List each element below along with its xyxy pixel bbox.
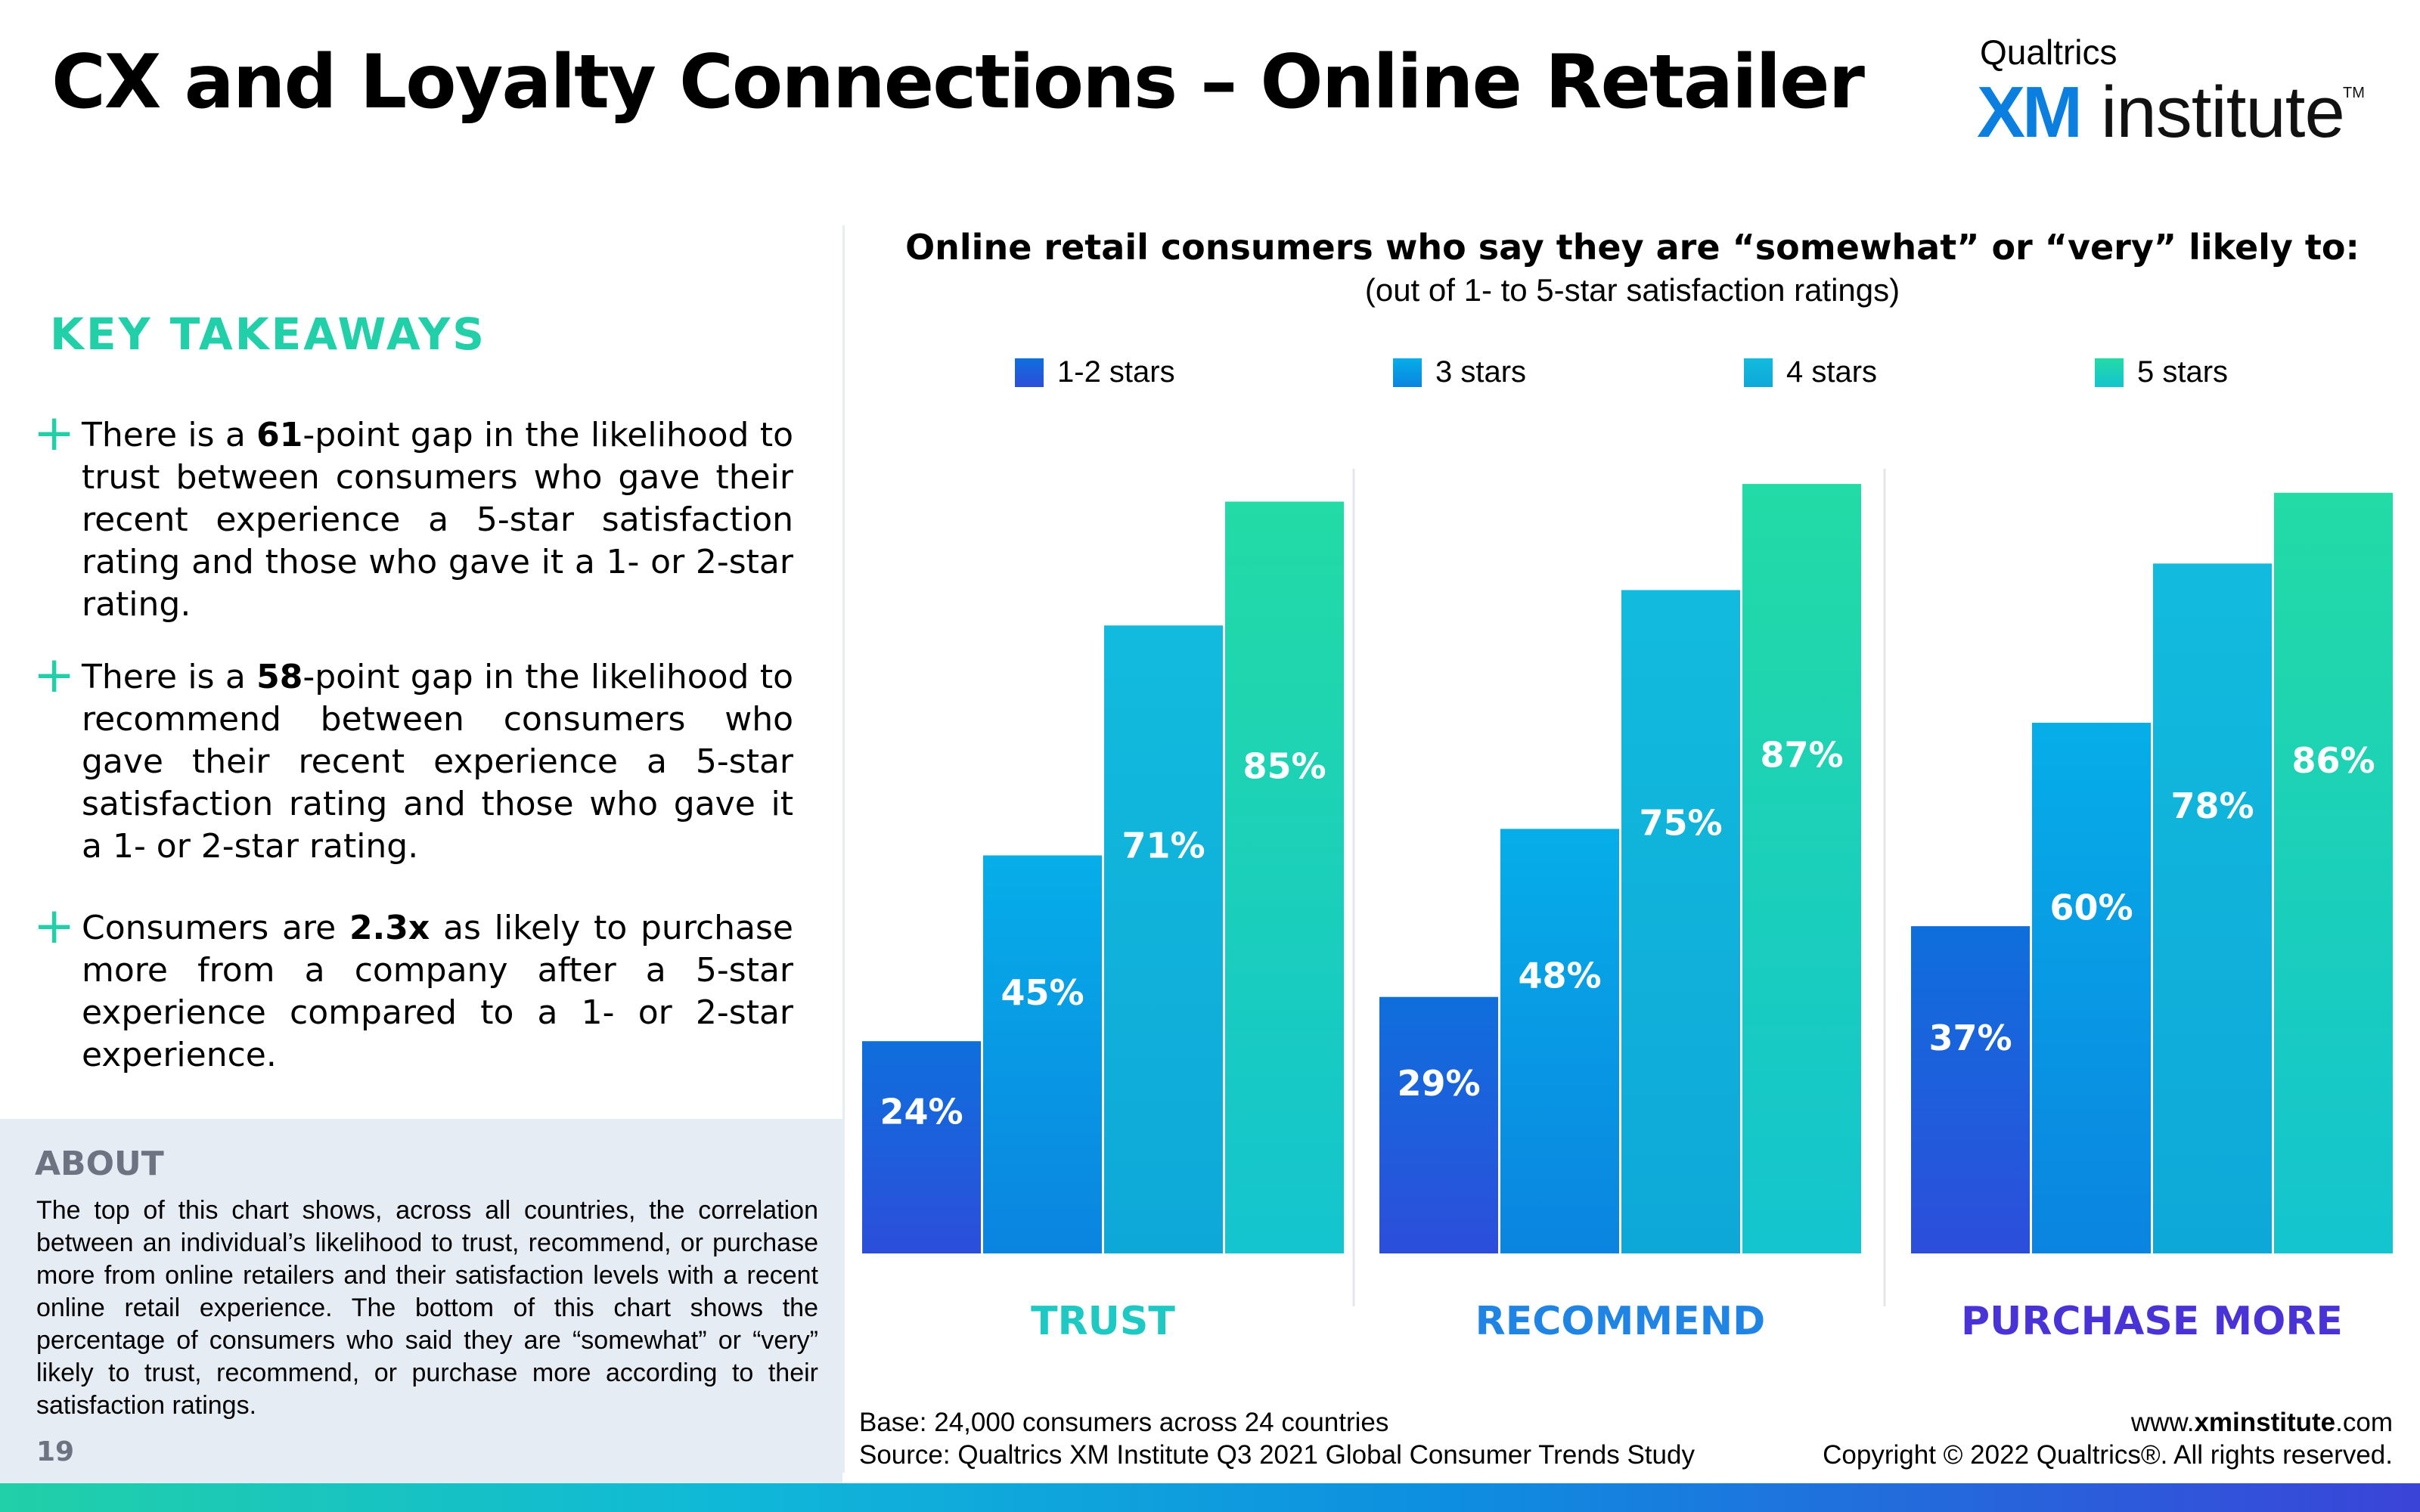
bar-value-label: 37% (1928, 1018, 2012, 1058)
bar (1742, 484, 1861, 1253)
legend-label: 3 stars (1435, 355, 1527, 389)
logo-xm-text: XM (1977, 72, 2083, 153)
bar-value-label: 48% (1518, 956, 1601, 996)
bar-value-label: 78% (2170, 785, 2254, 826)
footer-right: www.xminstitute.com Copyright © 2022 Qua… (1823, 1406, 2393, 1471)
bar (1379, 996, 1498, 1253)
bar-value-label: 87% (1760, 735, 1843, 776)
bar (1911, 926, 2030, 1253)
page-number: 19 (36, 1436, 75, 1467)
legend-label: 5 stars (2137, 355, 2229, 389)
legend-label: 4 stars (1786, 355, 1878, 389)
takeaway-item: + Consumers are 2.3x as likely to purcha… (33, 897, 793, 1077)
logo-qualtrics-text: Qualtrics (1980, 33, 2118, 72)
takeaway-text: There is a 58-point gap in the likelihoo… (82, 658, 793, 866)
bar (1104, 625, 1223, 1253)
bar-value-label: 71% (1122, 825, 1205, 866)
takeaway-item: + There is a 61-point gap in the likelih… (33, 404, 793, 626)
bar-value-label: 45% (1001, 972, 1084, 1013)
chart-subtitle: (out of 1- to 5-star satisfaction rating… (1364, 272, 1900, 308)
copyright-text: Copyright © 2022 Qualtrics®. All rights … (1823, 1440, 2393, 1470)
logo-tm-mark: TM (2343, 85, 2365, 101)
legend-swatch (1393, 358, 1422, 387)
bar (2032, 723, 2151, 1253)
bar-value-label: 85% (1243, 746, 1326, 787)
bar (862, 1041, 981, 1253)
chart-title: Online retail consumers who say they are… (905, 227, 2360, 268)
legend-swatch (2095, 358, 2124, 387)
category-label: PURCHASE MORE (1961, 1299, 2343, 1344)
bar-value-label: 75% (1639, 802, 1722, 843)
legend-swatch (1015, 358, 1044, 387)
legend-label: 1-2 stars (1057, 355, 1175, 389)
bar-value-label: 24% (880, 1091, 963, 1132)
vertical-divider (842, 225, 845, 1473)
bar (2274, 492, 2393, 1253)
bar-value-label: 29% (1397, 1063, 1480, 1104)
plus-icon: + (33, 646, 76, 704)
category-label: TRUST (1031, 1299, 1175, 1344)
bar (983, 855, 1102, 1253)
bar-value-label: 86% (2291, 740, 2375, 781)
takeaway-item: + There is a 58-point gap in the likelih… (33, 646, 793, 868)
key-takeaways-heading: KEY TAKEAWAYS (50, 308, 487, 360)
logo-institute-text: institute (2101, 72, 2345, 153)
bar (2153, 563, 2272, 1253)
takeaway-text: Consumers are 2.3x as likely to purchase… (82, 909, 793, 1074)
bar-value-label: 60% (2049, 888, 2133, 928)
legend-swatch (1744, 358, 1773, 387)
category-label: RECOMMEND (1475, 1299, 1766, 1344)
takeaway-text: There is a 61-point gap in the likelihoo… (82, 416, 793, 624)
website-link[interactable]: www.xminstitute.com (2130, 1408, 2393, 1437)
about-panel: ABOUT The top of this chart shows, acros… (0, 1119, 842, 1483)
footer-source-text: Source: Qualtrics XM Institute Q3 2021 G… (859, 1440, 1695, 1470)
xm-institute-logo: Qualtrics XM institute TM (1977, 29, 2370, 153)
bottom-gradient-band (0, 1483, 2420, 1512)
bar (1225, 501, 1344, 1253)
footer-source: Base: 24,000 consumers across 24 countri… (859, 1406, 1695, 1471)
about-heading: ABOUT (35, 1145, 164, 1183)
page-title: CX and Loyalty Connections – Online Reta… (51, 39, 1865, 125)
bar (1500, 829, 1619, 1253)
plus-icon: + (33, 404, 76, 462)
about-text: The top of this chart shows, across all … (36, 1196, 818, 1420)
bar (1621, 590, 1740, 1253)
plus-icon: + (33, 897, 76, 955)
footer-base-text: Base: 24,000 consumers across 24 countri… (859, 1408, 1389, 1437)
